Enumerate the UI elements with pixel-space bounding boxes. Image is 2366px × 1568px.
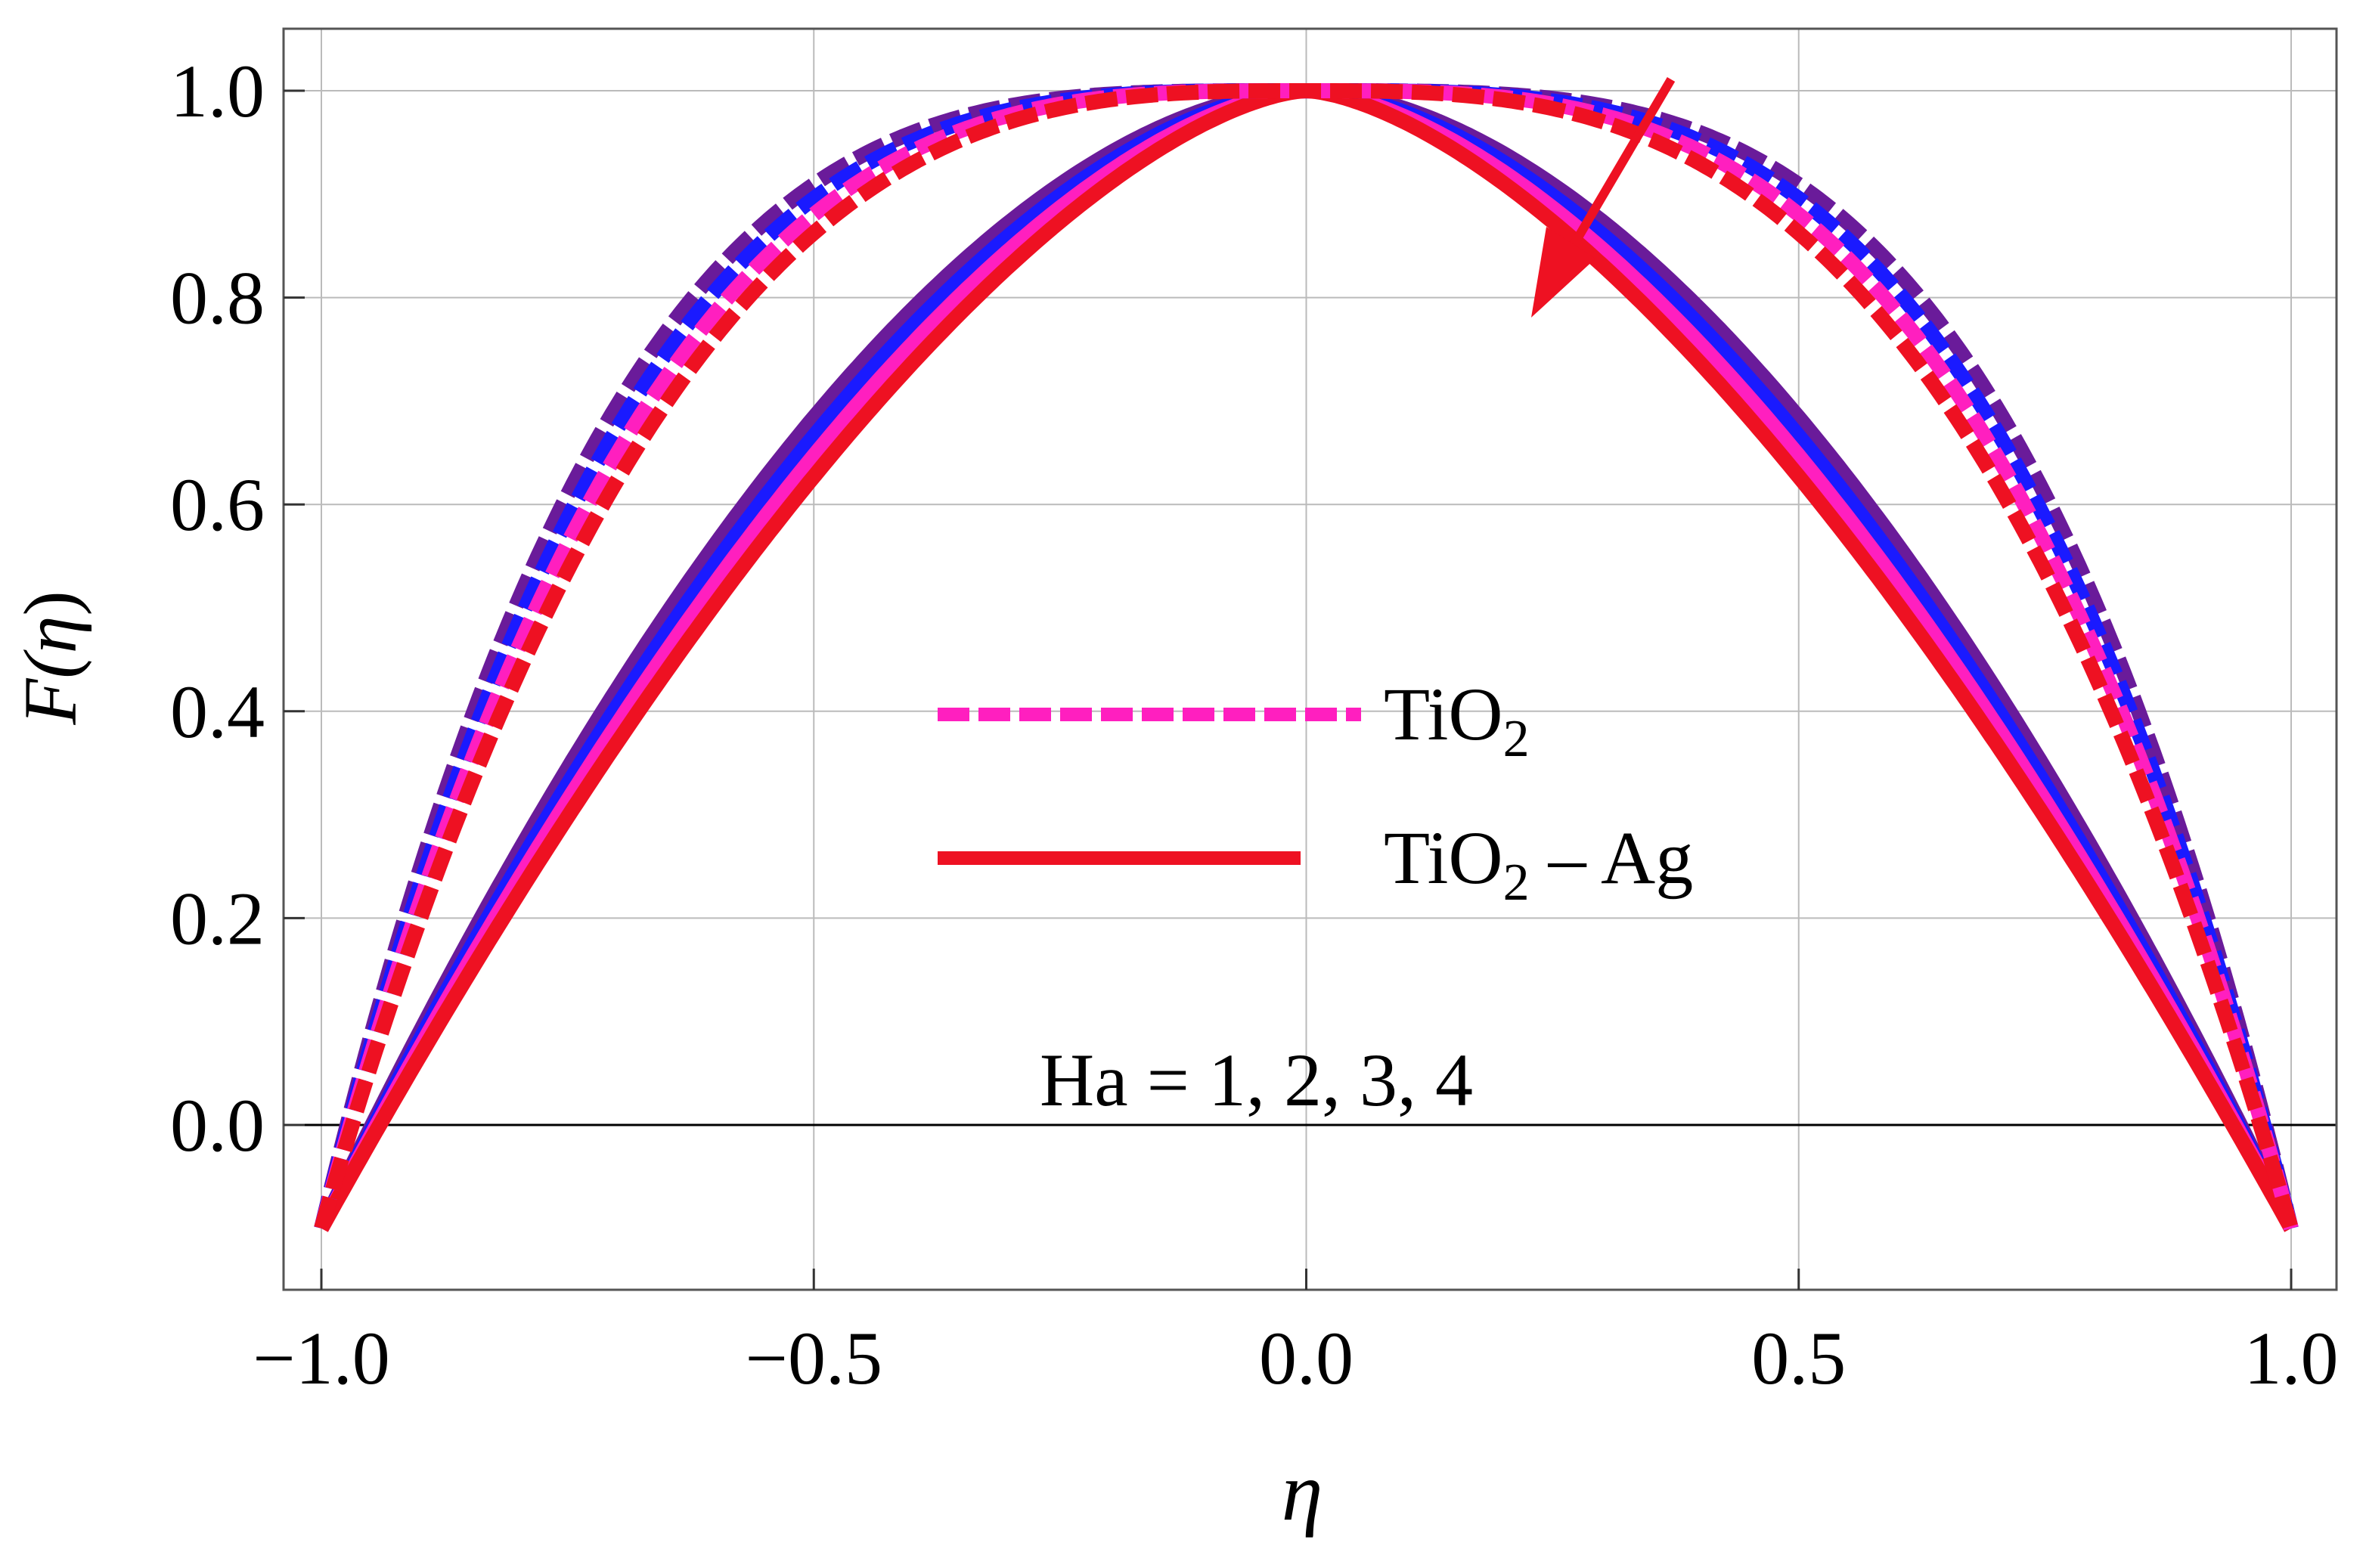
y-tick-label-2: 0.4	[170, 670, 265, 754]
x-tick-label-4: 1.0	[2244, 1316, 2339, 1400]
plot-frame	[282, 27, 2338, 1291]
grid	[284, 29, 2337, 1290]
y-tick-label-4: 0.8	[170, 256, 265, 340]
ha-annotation: Ha = 1, 2, 3, 4	[1040, 1038, 1473, 1122]
y-tick-label-3: 0.6	[170, 463, 265, 547]
trend-arrow	[1531, 76, 1676, 318]
series-line-3	[314, 83, 2299, 1231]
y-axis-title: F(η)	[8, 590, 92, 725]
y-tick-label-0: 0.0	[170, 1083, 265, 1167]
x-axis-title: η	[1282, 1446, 1323, 1538]
ticks: −1.0 −0.5 0.0 0.5 1.0 0.0 0.2 0.4 0.6 0.8 1.0	[170, 49, 2339, 1400]
legend-label-tio2: TiO2	[1384, 672, 1530, 768]
legend: TiO2 TiO2 – Ag	[938, 672, 1693, 912]
x-tick-label-2: 0.0	[1259, 1316, 1354, 1400]
y-tick-label-5: 1.0	[170, 49, 265, 133]
legend-item-tio2: TiO2	[938, 672, 1530, 768]
trend-arrow-head	[1531, 227, 1595, 318]
legend-label-tio2-ag: TiO2 – Ag	[1384, 816, 1693, 912]
x-tick-label-1: −0.5	[746, 1316, 882, 1400]
series-lines	[314, 83, 2299, 1232]
x-tick-label-3: 0.5	[1751, 1316, 1846, 1400]
y-tick-label-1: 0.2	[170, 876, 265, 960]
x-tick-label-0: −1.0	[253, 1316, 389, 1400]
trend-arrow-shaft	[1553, 76, 1676, 275]
legend-item-tio2-ag: TiO2 – Ag	[938, 816, 1693, 912]
